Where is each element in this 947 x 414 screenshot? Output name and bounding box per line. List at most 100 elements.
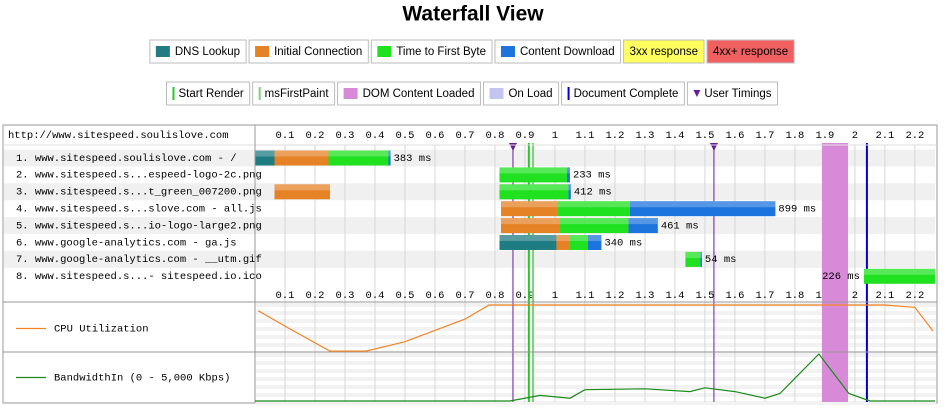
x-tick-label: 0.2: [306, 130, 325, 142]
legend-item: DNS Lookup: [149, 39, 247, 64]
x-tick-label: 0.5: [396, 130, 415, 142]
x-tick-label: 0.5: [396, 290, 415, 302]
phase-shine: [328, 150, 389, 157]
phase-shine: [274, 184, 330, 191]
x-tick-label: 1.8: [785, 290, 804, 302]
legend-item: Start Render: [165, 81, 251, 106]
x-tick-label: 0.7: [456, 130, 475, 142]
phase-shine: [559, 218, 629, 225]
request-phase: [566, 167, 570, 183]
request-time: 412 ms: [574, 187, 612, 199]
request-phase: [274, 150, 329, 166]
phase-shine: [700, 251, 702, 258]
legend-swatch: [489, 88, 504, 99]
panel-shade: [255, 311, 936, 315]
legend-item: msFirstPaint: [252, 81, 336, 106]
panel-shade: [255, 385, 936, 389]
x-tick-label: 2: [852, 130, 858, 142]
phase-shine: [500, 201, 558, 208]
request-phase: [700, 251, 702, 267]
legend-label: DNS Lookup: [175, 46, 240, 58]
panel-line: [255, 353, 935, 402]
x-tick-label: 0.3: [336, 290, 355, 302]
request-phase: [863, 268, 935, 284]
row-shade: [4, 250, 935, 268]
x-tick-label: 0.9: [516, 290, 535, 302]
x-tick-label: 0.1: [276, 130, 295, 142]
panel-shade: [255, 401, 936, 405]
legend-box: [561, 81, 685, 106]
request-phase: [255, 150, 275, 166]
legend-item: Content Download: [494, 39, 622, 64]
phase-shine: [499, 235, 557, 241]
legend-swatch: [255, 46, 270, 57]
dom-content-loaded: [821, 143, 849, 402]
x-tick-label: 2.2: [905, 130, 924, 142]
x-tick-label: 0.9: [516, 130, 535, 142]
phase-shine: [863, 268, 935, 275]
phase-shine: [628, 218, 658, 225]
legend-box: [370, 39, 493, 64]
legend-box: [623, 39, 705, 64]
x-tick-label: 1.4: [665, 130, 684, 142]
request-phase: [499, 235, 557, 250]
request-label: 3. www.sitespeed.s...t_green_007200.png: [16, 187, 262, 199]
legend-item: Time to First Byte: [370, 39, 493, 64]
legend-label: On Load: [508, 88, 552, 100]
phase-shine: [499, 184, 569, 191]
legend-swatch: [377, 46, 392, 57]
x-tick-label: 1.7: [755, 290, 774, 302]
chart-title: Waterfall View: [402, 3, 544, 26]
legend-box: [149, 39, 247, 64]
legend-item: 3xx response: [623, 39, 705, 64]
request-time: 383 ms: [394, 153, 432, 165]
x-tick-label: 2: [852, 290, 858, 302]
x-tick-label: 1.5: [695, 130, 714, 142]
legend-item: Initial Connection: [248, 39, 369, 64]
legend-swatch: [343, 88, 358, 99]
x-tick-label: 1.9: [815, 130, 834, 142]
request-phase: [328, 150, 389, 166]
x-tick-label: 0.2: [306, 290, 325, 302]
phase-shine: [557, 201, 630, 208]
panel-shade: [255, 369, 936, 373]
phase-shine: [566, 167, 570, 174]
legend-label: DOM Content Loaded: [363, 88, 475, 100]
legend-label: Content Download: [520, 46, 615, 58]
legend: DNS Lookup Initial Connection Time to Firs…: [149, 39, 795, 64]
request-time: 899 ms: [778, 203, 816, 215]
phase-shine: [569, 235, 588, 241]
panel-shade: [255, 335, 936, 339]
request-phase: [500, 218, 560, 234]
phase-shine: [255, 150, 275, 157]
phase-shine: [556, 235, 570, 241]
x-tick-label: 1: [552, 290, 558, 302]
x-tick-label: 0.7: [456, 290, 475, 302]
row-shade: [4, 217, 935, 235]
request-label: 4. www.sitespeed.s...slove.com - all.js: [16, 203, 262, 215]
request-label: 5. www.sitespeed.s...io-logo-large2.png: [16, 220, 262, 232]
request-label: 1. www.sitespeed.soulislove.com - /: [16, 153, 237, 165]
legend-swatch: [155, 46, 170, 57]
page-url: http://www.sitespeed.soulislove.com: [8, 130, 229, 142]
request-phase: [274, 184, 330, 200]
legend-box: [706, 39, 795, 64]
legend-swatch: [258, 87, 261, 100]
legend-swatch: [500, 46, 515, 57]
panel-shade: [255, 353, 936, 357]
phase-shine: [587, 235, 602, 241]
phase-shine: [499, 167, 567, 174]
request-phase: [556, 235, 570, 250]
x-tick-label: 0.1: [276, 290, 295, 302]
legend-label: Start Render: [178, 88, 243, 100]
x-tick-label: 1.2: [605, 130, 624, 142]
request-phase: [499, 184, 569, 200]
row-shade: [4, 183, 935, 201]
x-tick-label: 1.1: [575, 290, 594, 302]
legend-item: DOM Content Loaded: [337, 81, 481, 106]
panel-shade: [255, 319, 936, 323]
phase-shine: [388, 150, 391, 157]
x-tick-label: 1.7: [755, 130, 774, 142]
legend-box: [482, 81, 560, 106]
